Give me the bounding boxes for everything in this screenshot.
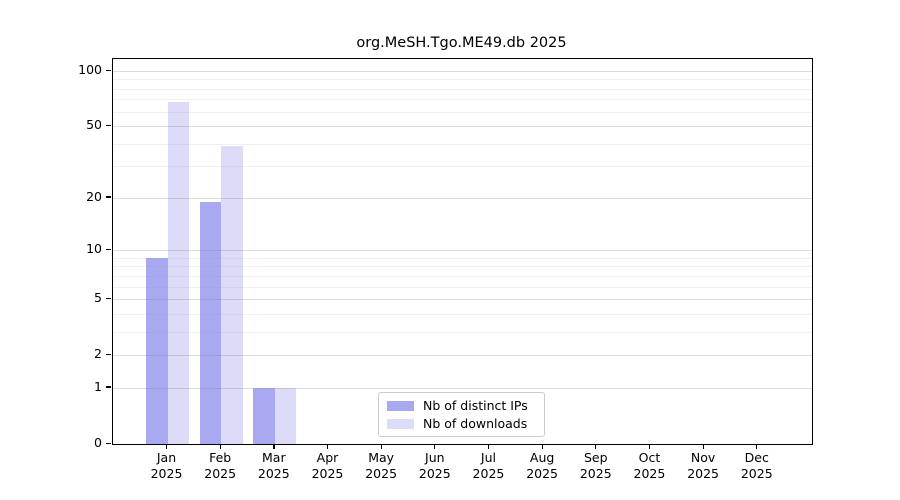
x-tick-label-oct: Oct 2025 bbox=[633, 450, 666, 481]
y-tick-label: 0 bbox=[94, 435, 102, 450]
x-tick-mark bbox=[219, 444, 221, 449]
legend: Nb of distinct IPs Nb of downloads bbox=[378, 392, 545, 437]
x-tick-label-apr: Apr 2025 bbox=[311, 450, 344, 481]
x-tick-mark bbox=[756, 444, 758, 449]
x-tick-mark bbox=[595, 444, 597, 449]
x-tick-label-jan: Jan 2025 bbox=[150, 450, 183, 481]
legend-item-distinct-ips: Nb of distinct IPs bbox=[387, 398, 536, 413]
y-tick-label: 100 bbox=[78, 62, 102, 77]
gridline-30 bbox=[113, 166, 812, 168]
legend-label: Nb of distinct IPs bbox=[423, 398, 528, 413]
y-tick-mark bbox=[106, 196, 111, 198]
gridlines-layer bbox=[113, 59, 812, 444]
x-tick-mark bbox=[273, 444, 275, 449]
y-tick-mark bbox=[106, 442, 111, 444]
gridline-40 bbox=[113, 143, 812, 145]
gridline-1 bbox=[113, 387, 812, 389]
x-tick-label-feb: Feb 2025 bbox=[204, 450, 237, 481]
x-tick-label-nov: Nov 2025 bbox=[687, 450, 719, 481]
gridline-2 bbox=[113, 355, 812, 357]
legend-item-downloads: Nb of downloads bbox=[387, 416, 536, 431]
bars-layer bbox=[113, 59, 812, 444]
gridline-7 bbox=[113, 275, 812, 277]
bar-jan-distinct-ips bbox=[146, 257, 168, 444]
gridline-50 bbox=[113, 126, 812, 128]
x-tick-label-may: May 2025 bbox=[365, 450, 398, 481]
gridline-3 bbox=[113, 331, 812, 333]
gridline-100 bbox=[113, 71, 812, 72]
gridline-5 bbox=[113, 299, 812, 301]
x-tick-mark bbox=[487, 444, 490, 449]
gridline-8 bbox=[113, 266, 812, 268]
bar-feb-downloads bbox=[221, 145, 243, 444]
x-tick-label-sep: Sep 2025 bbox=[579, 450, 612, 481]
x-tick-label-dec: Dec 2025 bbox=[740, 450, 773, 481]
bar-mar-downloads bbox=[274, 387, 297, 444]
x-tick-mark bbox=[166, 444, 168, 449]
y-tick-label: 10 bbox=[86, 241, 102, 257]
y-tick-label: 1 bbox=[94, 378, 102, 394]
gridline-6 bbox=[113, 286, 812, 288]
bar-jan-downloads bbox=[167, 101, 189, 444]
y-tick-label: 2 bbox=[94, 346, 102, 362]
distinct-ips-swatch-icon bbox=[387, 400, 414, 411]
x-tick-mark bbox=[434, 444, 436, 449]
gridline-9 bbox=[113, 257, 812, 259]
y-tick-label: 20 bbox=[86, 188, 102, 204]
bar-mar-distinct-ips bbox=[253, 387, 275, 444]
x-tick-label-aug: Aug 2025 bbox=[526, 450, 559, 481]
y-tick-mark bbox=[106, 297, 111, 299]
x-tick-mark bbox=[326, 444, 329, 449]
plot-area bbox=[112, 58, 813, 445]
x-tick-label-jun: Jun 2025 bbox=[418, 450, 451, 481]
gridline-20 bbox=[113, 197, 812, 199]
bar-feb-distinct-ips bbox=[199, 201, 222, 444]
gridline-80 bbox=[113, 88, 812, 90]
y-tick-label: 5 bbox=[94, 290, 102, 306]
legend-label: Nb of downloads bbox=[423, 416, 528, 431]
chart-title: org.MeSH.Tgo.ME49.db 2025 bbox=[356, 35, 567, 51]
y-tick-mark bbox=[106, 69, 111, 71]
x-tick-mark bbox=[702, 444, 704, 449]
gridline-60 bbox=[113, 111, 812, 113]
x-tick-mark bbox=[541, 444, 543, 449]
x-tick-mark bbox=[380, 444, 382, 449]
x-tick-label-jul: Jul 2025 bbox=[472, 450, 505, 481]
y-tick-label: 50 bbox=[86, 117, 102, 133]
y-tick-mark bbox=[106, 386, 111, 388]
y-tick-mark bbox=[106, 353, 111, 355]
gridline-4 bbox=[113, 313, 812, 315]
x-tick-label-mar: Mar 2025 bbox=[257, 450, 290, 481]
y-tick-mark bbox=[106, 124, 111, 126]
y-tick-mark bbox=[106, 248, 111, 250]
gridline-70 bbox=[113, 99, 812, 101]
gridline-90 bbox=[113, 79, 812, 81]
x-tick-mark bbox=[648, 444, 651, 449]
gridline-10 bbox=[113, 250, 812, 252]
downloads-swatch-icon bbox=[387, 418, 414, 429]
